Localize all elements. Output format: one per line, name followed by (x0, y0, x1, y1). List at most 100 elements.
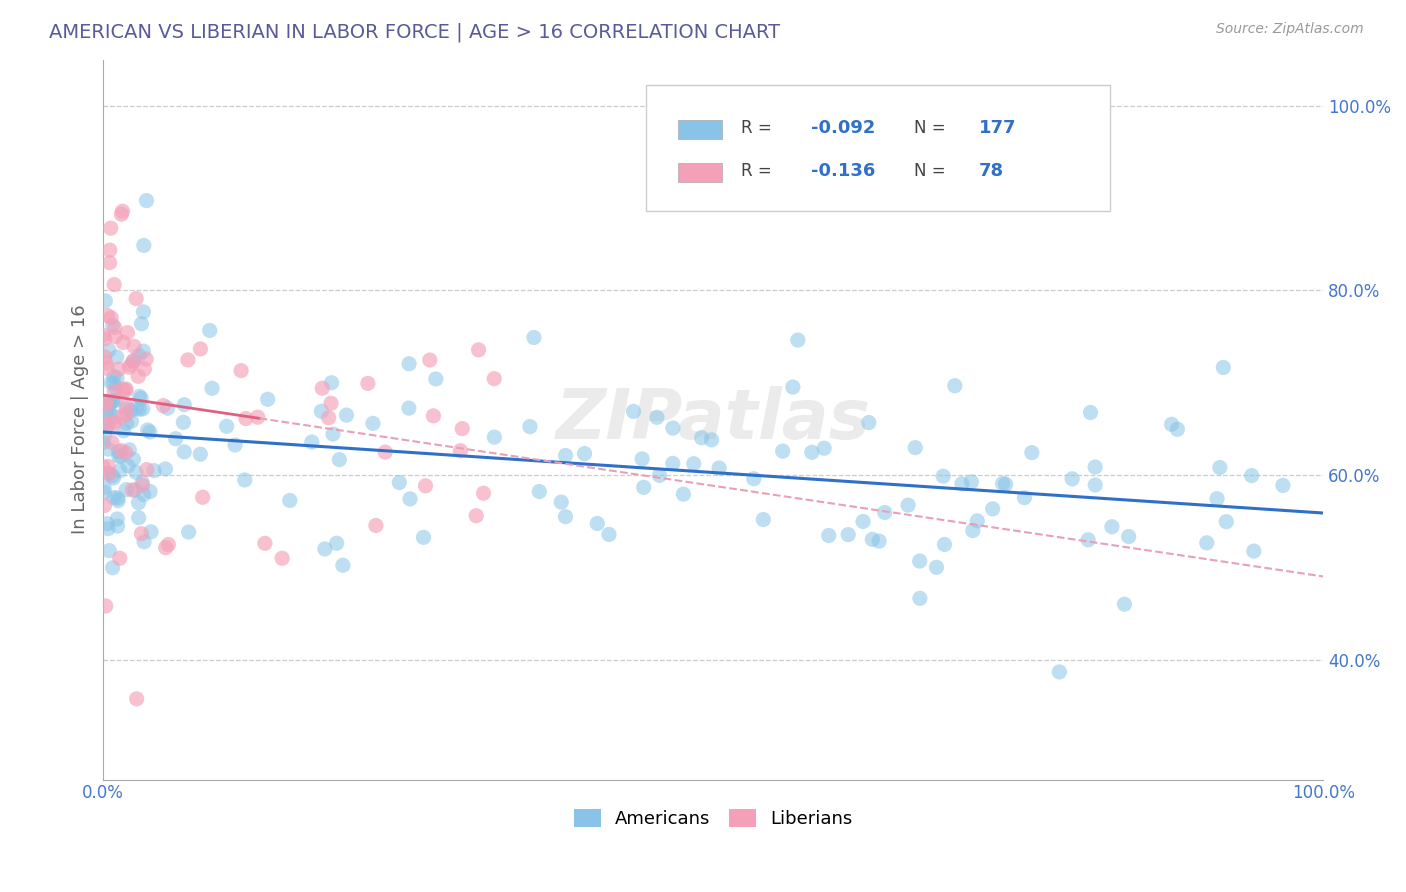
Point (631, 451, 654, 466)
Point (1080, 405, 1102, 419)
Point (661, 456, 683, 470)
Point (422, 409, 444, 423)
Point (93, 480, 115, 494)
Point (115, 483, 138, 497)
Point (96, 405, 118, 419)
FancyBboxPatch shape (678, 163, 721, 182)
Point (190, 342, 212, 356)
Point (925, 560, 948, 574)
Text: -0.136: -0.136 (811, 162, 875, 180)
Point (96, 516, 118, 531)
Point (135, 194, 157, 208)
Point (156, 401, 179, 416)
Point (129, 391, 152, 405)
Point (229, 363, 252, 377)
Point (1114, 597, 1136, 611)
Point (465, 508, 488, 523)
Point (125, 465, 148, 479)
Point (1077, 533, 1099, 547)
Point (155, 541, 177, 555)
Point (278, 493, 301, 508)
Point (772, 444, 794, 458)
Point (115, 400, 138, 414)
Point (93, 328, 115, 343)
Point (117, 326, 139, 340)
Point (105, 350, 128, 364)
Point (105, 512, 128, 526)
Point (201, 381, 224, 395)
Point (374, 445, 396, 459)
Point (672, 487, 695, 501)
Point (135, 462, 157, 476)
Point (1209, 460, 1232, 475)
Point (111, 204, 134, 219)
Point (112, 424, 135, 438)
Point (157, 537, 180, 551)
Point (93, 485, 115, 500)
Point (103, 491, 125, 505)
Point (107, 493, 129, 508)
Point (131, 475, 153, 490)
Point (152, 399, 174, 413)
Point (97, 459, 120, 474)
Point (981, 501, 1004, 516)
Point (648, 468, 671, 483)
Point (132, 487, 155, 501)
Point (908, 591, 931, 606)
Point (932, 469, 955, 483)
Point (91, 459, 114, 474)
Point (103, 376, 125, 390)
Point (128, 496, 150, 510)
Point (96, 361, 118, 376)
Text: ZIPatlas: ZIPatlas (555, 386, 870, 453)
Point (101, 561, 124, 575)
Point (449, 443, 471, 458)
Point (786, 333, 808, 347)
Point (135, 352, 157, 367)
Point (101, 469, 124, 483)
Point (1101, 520, 1123, 534)
Text: R =: R = (741, 162, 778, 180)
Point (94, 332, 117, 346)
Point (752, 512, 775, 526)
Point (139, 425, 162, 439)
Point (104, 393, 127, 408)
Point (107, 444, 129, 458)
Point (908, 554, 931, 568)
Point (114, 446, 136, 460)
Point (96, 309, 118, 323)
Point (132, 305, 155, 319)
Point (1084, 460, 1107, 475)
Point (122, 353, 145, 368)
Point (96, 418, 118, 433)
Point (173, 445, 195, 459)
Point (271, 551, 294, 566)
Point (1084, 478, 1107, 492)
Point (114, 383, 136, 397)
Point (103, 277, 125, 292)
Point (107, 449, 129, 463)
Point (994, 477, 1017, 491)
Point (335, 408, 357, 422)
Point (325, 536, 347, 550)
Point (103, 384, 125, 399)
Point (707, 461, 730, 475)
Point (484, 372, 506, 386)
Point (94, 356, 117, 370)
Point (1062, 472, 1084, 486)
Point (105, 371, 128, 385)
Point (177, 352, 200, 367)
Point (98, 396, 121, 410)
Point (125, 292, 148, 306)
Point (122, 452, 145, 467)
Point (177, 524, 200, 539)
Y-axis label: In Labor Force | Age > 16: In Labor Force | Age > 16 (72, 305, 89, 534)
Point (122, 354, 145, 368)
Text: 177: 177 (979, 119, 1017, 137)
Point (419, 353, 441, 368)
Point (101, 394, 124, 409)
Point (115, 402, 138, 417)
Point (529, 484, 551, 499)
Point (107, 362, 129, 376)
Point (98, 255, 121, 269)
